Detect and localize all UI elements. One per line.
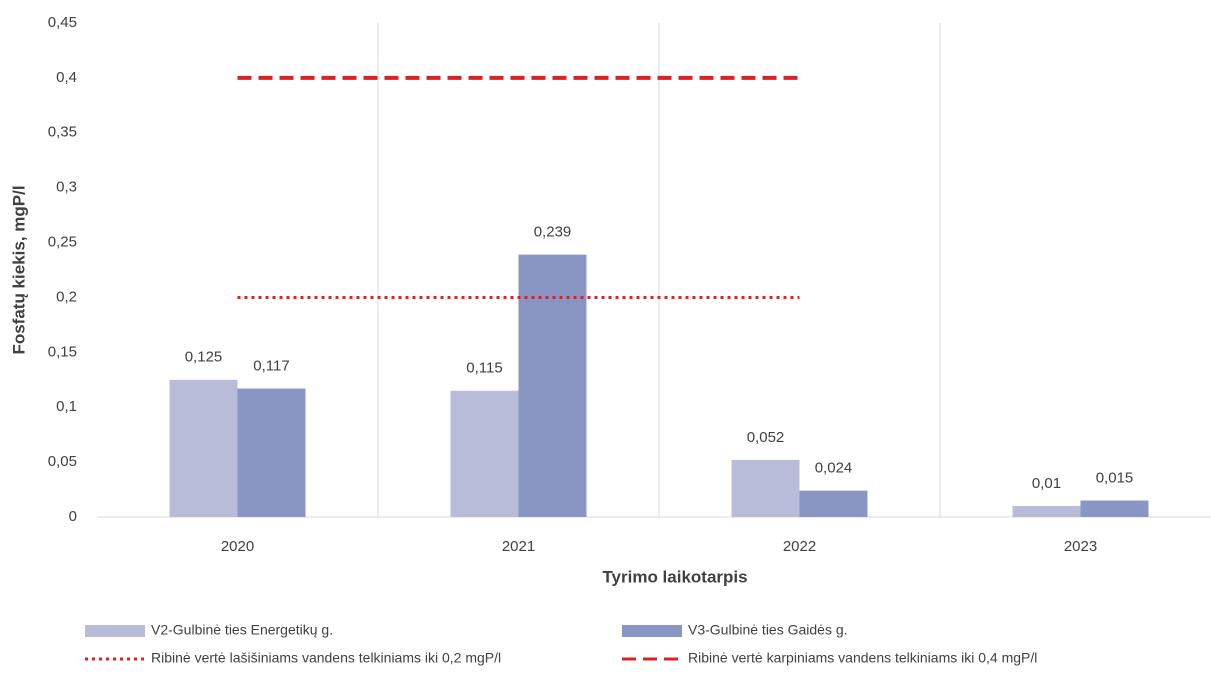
x-tick-label: 2021: [502, 538, 535, 555]
data-label: 0,125: [185, 349, 223, 366]
data-label: 0,01: [1032, 475, 1061, 492]
x-tick-label: 2020: [221, 538, 254, 555]
y-tick-label: 0,25: [48, 234, 77, 251]
y-tick-label: 0,3: [56, 179, 77, 196]
legend-label: V3-Gulbinė ties Gaidės g.: [688, 622, 848, 638]
bar: [1012, 506, 1081, 517]
x-tick-label: 2022: [783, 538, 816, 555]
legend-label: V2-Gulbinė ties Energetikų g.: [151, 622, 333, 638]
bar: [799, 490, 868, 517]
y-tick-label: 0,05: [48, 453, 77, 470]
y-axis-label: Fosfatų kiekis, mgP/l: [9, 185, 28, 354]
y-tick-label: 0: [69, 508, 77, 525]
y-tick-label: 0,1: [56, 398, 77, 415]
legend-label: Ribinė vertė karpiniams vandens telkinia…: [688, 650, 1037, 666]
y-tick-label: 0,2: [56, 288, 77, 305]
bar: [731, 459, 800, 517]
bar: [237, 388, 306, 517]
x-tick-label: 2023: [1064, 538, 1097, 555]
data-label: 0,115: [466, 360, 502, 377]
data-label: 0,117: [253, 358, 289, 375]
data-label: 0,015: [1096, 470, 1134, 487]
y-tick-label: 0,4: [56, 69, 77, 86]
x-axis-label: Tyrimo laikotarpis: [602, 567, 747, 586]
data-label: 0,052: [747, 429, 785, 446]
y-tick-label: 0,45: [48, 14, 77, 31]
data-label: 0,024: [815, 460, 853, 477]
bar: [1080, 500, 1149, 517]
bar: [518, 254, 587, 517]
legend-swatch: [85, 625, 145, 637]
data-label: 0,239: [534, 224, 572, 241]
y-tick-label: 0,35: [48, 124, 77, 141]
legend-label: Ribinė vertė lašišiniams vandens telkini…: [151, 650, 501, 666]
bar: [169, 379, 238, 517]
bar: [450, 390, 519, 517]
legend-swatch: [622, 625, 682, 637]
y-tick-label: 0,15: [48, 343, 77, 360]
